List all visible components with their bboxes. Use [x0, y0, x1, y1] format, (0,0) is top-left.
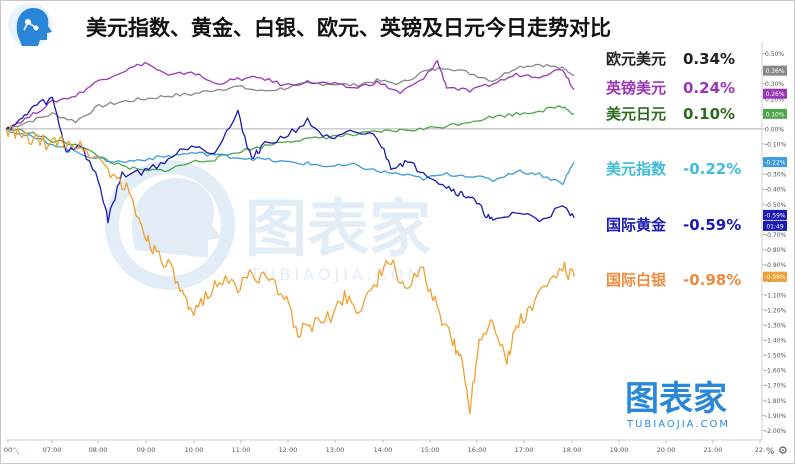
y-tick-label: 0.00% — [765, 126, 784, 133]
x-tick-label: 19:00 — [610, 446, 629, 454]
legend-series-name: 国际白银 — [606, 271, 667, 289]
axis-value-tag-label: -0.59% — [764, 212, 786, 219]
x-axis-ticks: 00 07:00 08:00 09:00 10:00 11:00 12:00 13:00 14:… — [4, 440, 765, 454]
percent-icon[interactable]: % — [766, 447, 775, 457]
legend-series-change: -0.98% — [683, 271, 741, 289]
axis-value-tag-label: -0.98% — [764, 274, 786, 281]
legend-series-change: 0.24% — [683, 79, 735, 97]
x-tick-label: 16:00 — [468, 446, 487, 454]
axis-value-tag-label: 0.26% — [765, 91, 784, 98]
chart-footer: 〽 % ⚙ — [10, 444, 788, 458]
tradingview-icon: 〽 — [10, 447, 20, 458]
y-tick-label: 0.20% — [765, 96, 784, 103]
legend-series-name: 美元日元 — [606, 105, 666, 123]
y-tick-label: -1.80% — [765, 398, 787, 405]
x-tick-label: 07:00 — [43, 446, 62, 454]
series-line — [5, 124, 575, 415]
y-tick-label: -1.10% — [765, 292, 787, 299]
axis-value-tag-label: -0.22% — [764, 160, 786, 167]
y-tick-label: -0.80% — [765, 247, 787, 254]
y-tick-label: -1.60% — [765, 368, 787, 375]
settings-gear-icon[interactable]: ⚙ — [778, 444, 788, 457]
legend-series-name: 英镑美元 — [606, 79, 666, 97]
axis-value-tag — [763, 65, 787, 76]
x-tick-label: 00 — [4, 446, 12, 454]
legend-series-change: 0.34% — [683, 50, 735, 68]
y-tick-label: -1.90% — [765, 413, 787, 420]
y-tick-label: -0.30% — [765, 172, 787, 179]
legend-series-change: -0.59% — [683, 216, 741, 234]
logo-icon — [8, 3, 53, 47]
brand-badge: 图表家 TUBIAOJIA.COM — [625, 379, 730, 430]
x-tick-label: 11:00 — [232, 446, 251, 454]
y-tick-label: -1.50% — [765, 353, 787, 360]
x-tick-label: 12:00 — [279, 446, 298, 454]
y-tick-label: -0.40% — [765, 187, 787, 194]
y-tick-label: -1.20% — [765, 307, 787, 314]
time-tag — [763, 220, 787, 231]
y-tick-label: -0.50% — [765, 202, 787, 209]
legend-series-change: 0.10% — [683, 105, 735, 123]
x-tick-label: 20:00 — [657, 446, 676, 454]
axis-value-tag — [763, 157, 787, 168]
axis-value-tag-label: 0.36% — [765, 68, 784, 75]
time-tag-label: 01:49 — [766, 223, 783, 230]
x-tick-label: 14:00 — [374, 446, 393, 454]
watermark: 图表家 TUBIAOJIA.COM — [105, 160, 431, 290]
series-lines — [5, 59, 575, 415]
x-tick-label: 22: — [755, 446, 765, 454]
x-tick-label: 09:00 — [137, 446, 156, 454]
axis-value-tag — [763, 108, 787, 119]
series-line — [5, 63, 575, 130]
axis-value-tags: 0.36% 0.26% 0.10% -0.22% -0.59% -0.98% 01:49 — [763, 65, 787, 282]
x-tick-label: 18:00 — [563, 446, 582, 454]
x-tick-label: 17:00 — [515, 446, 534, 454]
x-tick-label: 13:00 — [326, 446, 345, 454]
axis-value-tag — [763, 88, 787, 99]
y-tick-label: -1.40% — [765, 338, 787, 345]
x-tick-label: 08:00 — [89, 446, 108, 454]
x-tick-label: 21:00 — [704, 446, 723, 454]
legend: 欧元美元 0.34% 英镑美元 0.24% 美元日元 0.10% 美元指数 -0.22% 国际黄… — [606, 50, 741, 289]
brand-subtext: TUBIAOJIA.COM — [626, 419, 730, 430]
legend-series-name: 欧元美元 — [606, 50, 666, 68]
series-line — [5, 59, 575, 130]
brand-text: 图表家 — [625, 379, 727, 419]
series-line — [5, 96, 575, 224]
y-tick-label: -0.70% — [765, 232, 787, 239]
legend-series-name: 美元指数 — [606, 160, 667, 178]
x-tick-label: 10:00 — [185, 446, 204, 454]
chart-title: 美元指数、黄金、白银、欧元、英镑及日元今日走势对比 — [86, 16, 611, 40]
y-tick-label: -2.00% — [765, 428, 787, 435]
legend-series-name: 国际黄金 — [606, 216, 667, 234]
y-tick-label: 0.50% — [765, 51, 784, 58]
x-tick-label: 15:00 — [421, 446, 440, 454]
y-tick-label: 0.30% — [765, 81, 784, 88]
axis-value-tag-label: 0.10% — [765, 111, 784, 118]
y-tick-label: -0.10% — [765, 142, 787, 149]
watermark-text: 图表家 — [245, 192, 431, 265]
series-line — [5, 128, 575, 186]
axis-value-tag — [763, 271, 787, 282]
axis-value-tag — [763, 209, 787, 220]
y-tick-label: -1.70% — [765, 383, 787, 390]
y-tick-label: -1.30% — [765, 322, 787, 329]
y-tick-label: -0.60% — [765, 217, 787, 224]
y-tick-label: -0.90% — [765, 262, 787, 269]
legend-series-change: -0.22% — [683, 160, 741, 178]
